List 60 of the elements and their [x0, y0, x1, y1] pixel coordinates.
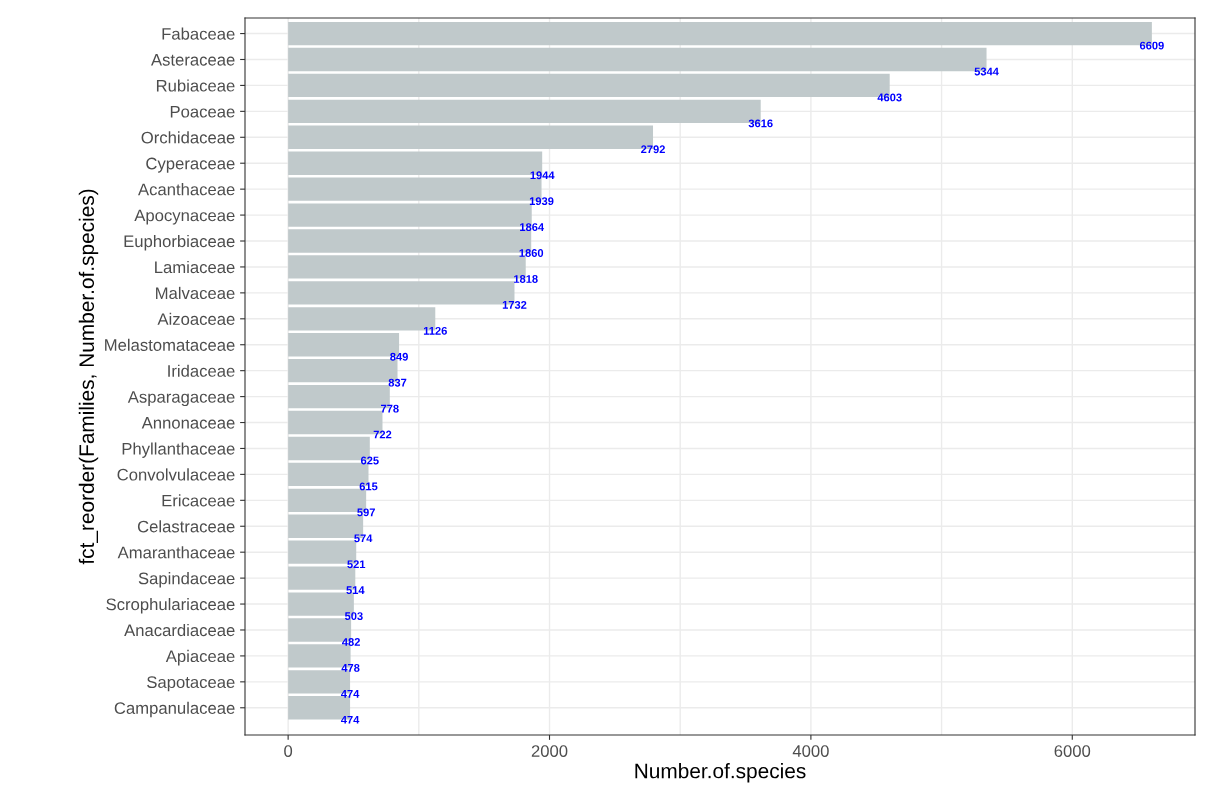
y-tick-label: Aizoaceae [157, 312, 235, 326]
x-tick-label: 2000 [531, 745, 568, 757]
data-label: 482 [342, 638, 360, 646]
y-tick-label: Malvaceae [156, 286, 235, 300]
x-axis-title: Number.of.species [635, 763, 806, 783]
y-tick-label: Melastomataceae [105, 338, 235, 351]
y-tick-label: Sapindaceae [138, 572, 235, 588]
y-tick-label: Phyllanthaceae [122, 442, 235, 458]
data-label: 514 [346, 586, 365, 595]
data-label: 3616 [748, 119, 773, 128]
y-tick-label: Rubiaceae [156, 79, 235, 92]
y-tick-label: Sapotaceae [147, 676, 235, 692]
data-label: 1860 [519, 249, 544, 257]
y-tick-label: Ericaceae [162, 494, 235, 507]
data-label: 1939 [529, 197, 554, 206]
data-label: 1126 [423, 326, 447, 335]
x-tick-label: 0 [284, 745, 293, 757]
data-label: 1732 [502, 300, 527, 309]
y-tick-label: Fabaceae [162, 27, 235, 40]
y-tick-label: Campanulaceae [114, 701, 235, 718]
y-axis-title: fct_reorder(Families, Number.of.species) [78, 189, 99, 565]
data-label: 574 [354, 534, 373, 543]
data-label: 521 [347, 560, 366, 569]
data-label: 474 [340, 715, 360, 724]
y-tick-label: Lamiaceae [155, 260, 235, 274]
data-label: 1944 [530, 171, 555, 180]
data-label: 4603 [877, 93, 902, 102]
y-tick-label: Scrophulariaceae [106, 598, 235, 614]
data-label: 615 [359, 482, 378, 491]
data-label: 1818 [514, 275, 538, 283]
y-tick-label: Euphorbiaceae [124, 234, 235, 251]
y-tick-label: Iridaceae [168, 364, 235, 377]
data-label: 778 [381, 404, 399, 413]
data-label: 5344 [974, 67, 999, 76]
data-label: 2792 [641, 145, 665, 154]
y-tick-label: Poaceae [170, 105, 235, 118]
data-label: 597 [357, 508, 375, 517]
data-label: 1864 [520, 223, 545, 232]
data-label: 849 [390, 352, 408, 361]
y-tick-label: Convolvulaceae [117, 468, 235, 481]
data-label: 625 [360, 456, 379, 465]
y-tick-label: Acanthaceae [138, 183, 235, 196]
data-label: 478 [341, 663, 360, 672]
data-label: 474 [340, 690, 360, 698]
y-tick-label: Asteraceae [151, 54, 235, 66]
data-label: 837 [388, 378, 407, 387]
y-tick-label: Orchidaceae [141, 131, 235, 144]
y-tick-label: Apocynaceae [134, 209, 235, 225]
data-label: 722 [373, 430, 392, 439]
data-label: 6609 [1139, 41, 1164, 50]
y-tick-label: Amaranthaceae [117, 546, 235, 559]
y-tick-label: Apiaceae [165, 649, 235, 666]
y-tick-label: Asparagaceae [127, 391, 235, 407]
y-tick-label: Anacardiaceae [124, 623, 235, 637]
y-tick-label: Annonaceae [141, 417, 235, 429]
x-tick-label: 4000 [792, 745, 829, 757]
y-tick-label: Cyperaceae [146, 157, 235, 173]
data-label: 503 [344, 612, 363, 621]
x-tick-label: 6000 [1054, 745, 1091, 757]
y-tick-label: Celastraceae [137, 520, 235, 533]
